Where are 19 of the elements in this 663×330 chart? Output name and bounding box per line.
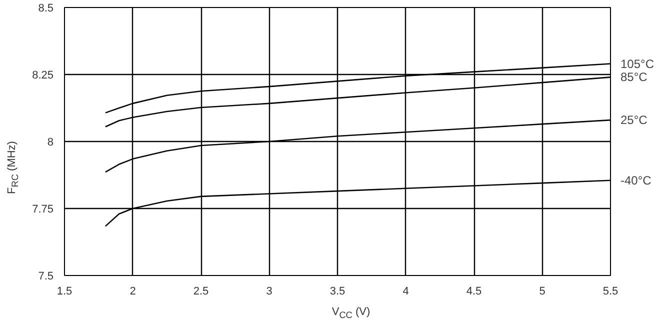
x-tick-label: 5 xyxy=(539,286,546,298)
x-tick-label: 2 xyxy=(130,286,136,298)
x-tick-label: 4 xyxy=(402,286,409,298)
x-tick-label: 2.5 xyxy=(193,286,209,298)
y-tick-label: 8 xyxy=(47,136,54,148)
series-label: 25°C xyxy=(620,113,648,128)
x-tick-label: 3.5 xyxy=(330,286,346,298)
x-axis-title: V$_{CC}$ (V) xyxy=(332,305,370,322)
x-tick-label: 5.5 xyxy=(602,286,618,298)
y-tick-label: 7.5 xyxy=(38,270,54,282)
x-tick-label: 1.5 xyxy=(56,286,72,298)
series-label: 105°C xyxy=(620,56,654,71)
x-tick-label: 4.5 xyxy=(466,286,482,298)
x-tick-label: 3 xyxy=(266,286,272,298)
y-tick-label: 8.25 xyxy=(32,70,54,82)
series-label: 85°C xyxy=(620,70,648,84)
y-tick-label: 7.75 xyxy=(32,204,54,216)
series-label: -40°C xyxy=(620,173,652,188)
y-tick-label: 8.5 xyxy=(38,2,54,14)
